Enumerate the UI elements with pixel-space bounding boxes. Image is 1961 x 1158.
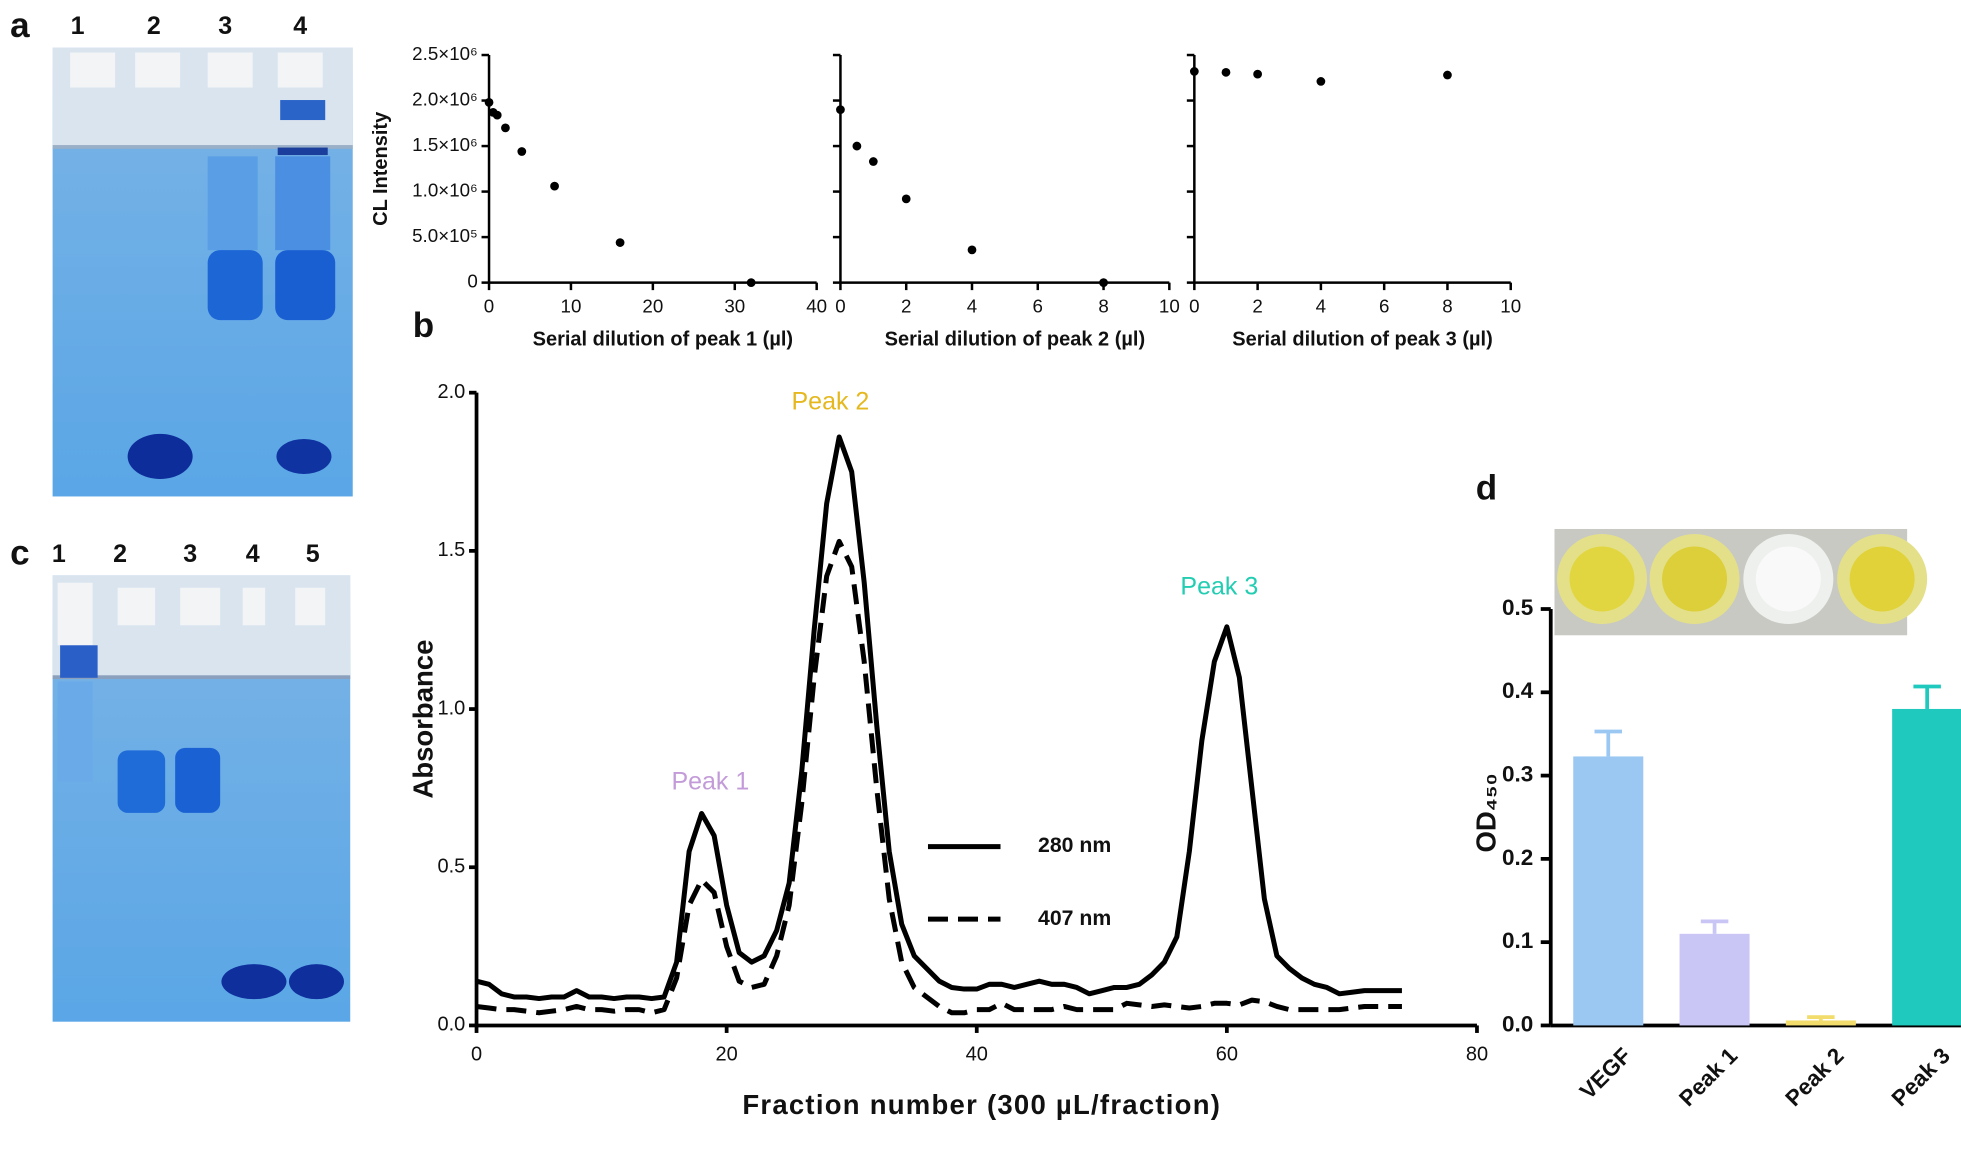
annotation: Peak 1 <box>671 767 749 795</box>
x-tick-label: 0 <box>484 296 494 317</box>
x-tick-label: 0 <box>471 1044 482 1066</box>
x-tick-label: 8 <box>1098 296 1108 317</box>
x-axis-label: Fraction number (300 µL/fraction) <box>742 1089 1221 1120</box>
legend-label: 407 nm <box>1038 906 1111 930</box>
bar <box>1892 708 1961 1026</box>
point <box>901 194 911 204</box>
x-tick-label: 10 <box>561 296 582 317</box>
point <box>746 278 756 287</box>
x-tick-label: 0 <box>835 296 845 317</box>
point <box>1253 69 1262 79</box>
x-tick-label: 4 <box>1316 296 1326 317</box>
y-tick-label: 0.0 <box>437 1014 465 1036</box>
y-axis-label: OD₄₅₀ <box>1470 773 1501 852</box>
x-tick-label: 20 <box>716 1044 738 1066</box>
y-tick-label: 5.0×10⁵ <box>412 225 478 246</box>
gel-c <box>52 575 351 1022</box>
x-tick-label: Peak 1 <box>1674 1043 1742 1111</box>
lane-label: 1 <box>52 540 66 568</box>
y-tick-label: 0.4 <box>1502 678 1534 703</box>
point <box>517 147 527 156</box>
x-axis-label: Serial dilution of peak 1 (µl) <box>533 328 793 350</box>
line-series <box>476 538 1402 1016</box>
y-tick-label: 1.0 <box>437 697 465 719</box>
line-series <box>475 434 1402 1002</box>
x-tick-label: VEGF <box>1575 1043 1636 1104</box>
panel-label: d <box>1476 468 1497 507</box>
y-tick-label: 0 <box>467 271 477 292</box>
x-tick-label: 80 <box>1466 1044 1488 1066</box>
lane-label: 4 <box>293 12 307 40</box>
x-axis-label: Serial dilution of peak 2 (µl) <box>885 328 1145 350</box>
y-axis-label: Absorbance <box>408 640 439 799</box>
panel-label: b <box>413 306 434 345</box>
y-tick-label: 0.2 <box>1502 845 1533 870</box>
point <box>501 123 510 133</box>
x-tick-label: 6 <box>1379 296 1389 317</box>
x-tick-label: 10 <box>1500 296 1521 317</box>
y-tick-label: 0.0 <box>1502 1011 1533 1036</box>
y-tick-label: 0.5 <box>1502 595 1533 620</box>
lane-label: 4 <box>246 540 260 568</box>
x-tick-label: 40 <box>806 296 827 317</box>
y-tick-label: 1.5×10⁶ <box>412 134 478 155</box>
x-tick-label: 6 <box>1033 296 1043 317</box>
y-axis-label: CL Intensity <box>370 111 392 226</box>
gel-a <box>52 47 353 497</box>
x-tick-label: 4 <box>967 296 977 317</box>
point <box>484 97 494 107</box>
point <box>550 181 559 191</box>
y-tick-label: 1.5 <box>437 539 465 561</box>
lane-label: 5 <box>306 540 320 568</box>
y-tick-label: 2.0 <box>437 381 465 403</box>
legend-label: 280 nm <box>1038 833 1111 857</box>
y-tick-label: 1.0×10⁶ <box>412 180 478 201</box>
bar <box>1785 1020 1856 1026</box>
lane-label: 1 <box>71 12 85 40</box>
x-tick-label: 8 <box>1442 296 1452 317</box>
bar <box>1679 933 1750 1026</box>
point <box>1443 70 1452 80</box>
point <box>1189 67 1199 76</box>
y-tick-label: 0.1 <box>1502 928 1533 953</box>
annotation: Peak 3 <box>1180 572 1258 600</box>
y-tick-label: 0.3 <box>1502 762 1533 787</box>
x-tick-label: 0 <box>1189 296 1199 317</box>
point <box>492 110 502 120</box>
x-tick-label: 2 <box>901 296 911 317</box>
lane-label: 3 <box>183 540 197 568</box>
point <box>868 157 878 166</box>
point <box>1316 77 1326 86</box>
panel-label: c <box>10 533 29 572</box>
point <box>967 245 977 255</box>
bar <box>1573 756 1644 1026</box>
lane-label: 3 <box>218 12 232 40</box>
y-tick-label: 0.5 <box>437 856 465 878</box>
point <box>615 238 625 247</box>
point <box>1099 278 1108 287</box>
point <box>852 141 862 151</box>
x-tick-label: 30 <box>724 296 745 317</box>
x-tick-label: 10 <box>1159 296 1180 317</box>
point <box>836 105 845 115</box>
annotation: Peak 2 <box>792 387 870 415</box>
panel-label: a <box>10 6 30 45</box>
x-tick-label: 20 <box>642 296 663 317</box>
x-axis-label: Serial dilution of peak 3 (µl) <box>1232 328 1492 350</box>
x-tick-label: Peak 3 <box>1887 1043 1955 1111</box>
x-tick-label: Peak 2 <box>1781 1043 1849 1111</box>
well-plate-photo <box>1554 528 1928 636</box>
point <box>1221 67 1231 77</box>
lane-label: 2 <box>113 540 127 568</box>
x-tick-label: 2 <box>1252 296 1262 317</box>
y-tick-label: 2.5×10⁶ <box>412 43 478 64</box>
lane-label: 2 <box>147 12 161 40</box>
x-tick-label: 60 <box>1216 1044 1238 1066</box>
x-tick-label: 40 <box>966 1044 988 1066</box>
y-tick-label: 2.0×10⁶ <box>412 88 478 109</box>
